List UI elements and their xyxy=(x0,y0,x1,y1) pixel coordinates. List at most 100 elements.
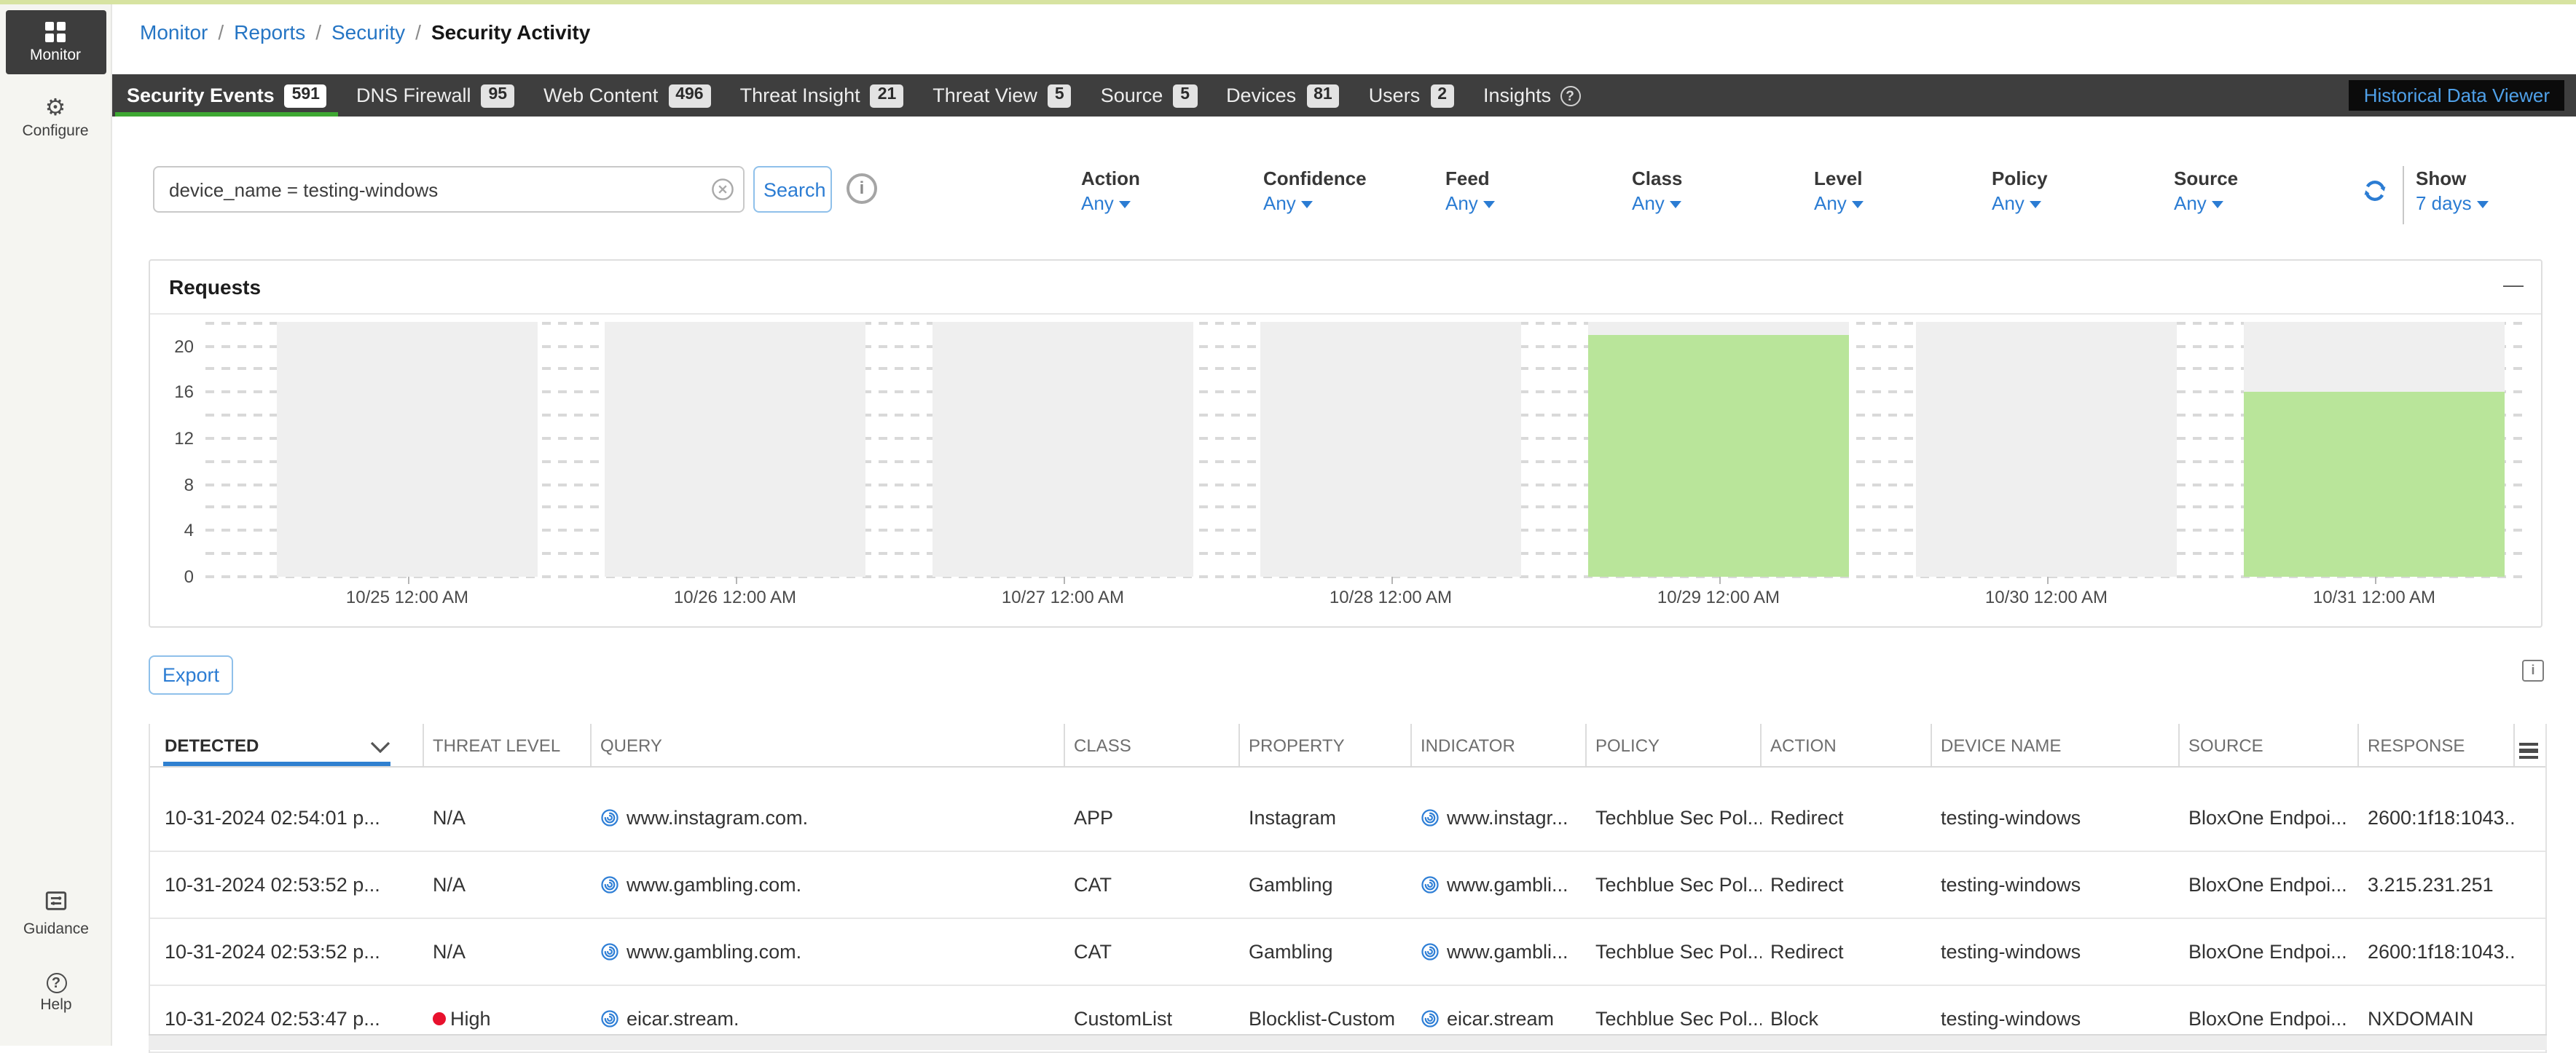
cell-indicator: eicar.stream xyxy=(1412,1008,1587,1030)
help-icon: ? xyxy=(1560,85,1580,106)
indicator-lookup-icon[interactable] xyxy=(600,875,619,894)
tab-web-content[interactable]: Web Content 496 xyxy=(529,74,726,117)
cell-property: Instagram xyxy=(1240,807,1412,829)
column-header-device_name[interactable]: DEVICE NAME xyxy=(1932,724,2180,766)
filter-dropdown-confidence[interactable]: Confidence Any xyxy=(1263,167,1367,214)
sidebar-item-label: Guidance xyxy=(6,920,106,938)
chart-bar[interactable] xyxy=(2244,392,2505,577)
historical-data-viewer-button[interactable]: Historical Data Viewer xyxy=(2349,80,2564,111)
column-settings-button[interactable] xyxy=(2515,724,2545,766)
table-row[interactable]: 10-31-2024 02:54:01 p...N/Awww.instagram… xyxy=(150,785,2545,852)
sorted-column-underline xyxy=(163,762,390,766)
column-header-threat_level[interactable]: THREAT LEVEL xyxy=(424,724,592,766)
tab-dns-firewall[interactable]: DNS Firewall 95 xyxy=(342,74,529,117)
cell-threat_level: N/A xyxy=(424,807,592,829)
filter-dropdown-source[interactable]: Source Any xyxy=(2174,167,2238,214)
indicator-lookup-icon[interactable] xyxy=(600,808,619,827)
column-header-detected[interactable]: DETECTED xyxy=(150,724,424,766)
chart-y-label: 16 xyxy=(153,382,194,402)
chart-bar[interactable] xyxy=(1588,334,1849,577)
breadcrumb-link-reports[interactable]: Reports xyxy=(234,20,305,44)
indicator-lookup-icon[interactable] xyxy=(1421,875,1440,894)
search-info-icon[interactable]: i xyxy=(847,173,877,204)
chart-y-label: 0 xyxy=(153,567,194,587)
indicator-lookup-icon[interactable] xyxy=(1421,808,1440,827)
cell-query: www.gambling.com. xyxy=(592,941,1065,963)
indicator-lookup-icon[interactable] xyxy=(1421,942,1440,961)
table-row[interactable]: 10-31-2024 02:53:52 p...N/Awww.gambling.… xyxy=(150,919,2545,986)
chart-x-label: 10/28 12:00 AM xyxy=(1227,587,1555,607)
indicator-lookup-icon[interactable] xyxy=(1421,1009,1440,1028)
tab-insights[interactable]: Insights ? xyxy=(1469,74,1595,117)
chart-y-label: 12 xyxy=(153,428,194,449)
collapse-panel-icon[interactable]: — xyxy=(2503,272,2524,296)
chart-x-label: 10/31 12:00 AM xyxy=(2210,587,2538,607)
sidebar-item-help[interactable]: ? Help xyxy=(6,973,106,1014)
filter-dropdown-action[interactable]: Action Any xyxy=(1081,167,1140,214)
breadcrumb: Monitor/Reports/Security/Security Activi… xyxy=(140,20,590,44)
sidebar-item-label: Configure xyxy=(5,122,106,140)
chart-x-tick xyxy=(735,577,737,584)
column-header-action[interactable]: ACTION xyxy=(1762,724,1932,766)
security-activity-page: Monitor ⚙ Configure Guidance ? Help Moni… xyxy=(0,0,2576,1046)
cell-property: Blocklist-Custom xyxy=(1240,1008,1412,1030)
table-row[interactable]: 10-31-2024 02:53:52 p...N/Awww.gambling.… xyxy=(150,852,2545,919)
sidebar-item-monitor[interactable]: Monitor xyxy=(5,10,106,74)
main-content: Monitor/Reports/Security/Security Activi… xyxy=(112,4,2576,1046)
tab-count-badge: 5 xyxy=(1048,84,1072,107)
sidebar-item-configure[interactable]: ⚙ Configure xyxy=(5,89,106,146)
column-header-response[interactable]: RESPONSE xyxy=(2359,724,2515,766)
search-input[interactable] xyxy=(153,166,745,213)
indicator-lookup-icon[interactable] xyxy=(600,942,619,961)
show-range-dropdown[interactable]: Show 7 days xyxy=(2416,167,2489,214)
filter-dropdown-feed[interactable]: Feed Any xyxy=(1445,167,1496,214)
breadcrumb-separator: / xyxy=(405,20,431,44)
cell-action: Block xyxy=(1762,1008,1932,1030)
breadcrumb-link-security[interactable]: Security xyxy=(331,20,405,44)
sort-chevron-down-icon[interactable] xyxy=(370,737,390,757)
chart-day-band xyxy=(1916,322,2177,577)
column-header-policy[interactable]: POLICY xyxy=(1587,724,1762,766)
filter-dropdown-policy[interactable]: Policy Any xyxy=(1992,167,2048,214)
column-header-source[interactable]: SOURCE xyxy=(2180,724,2359,766)
tab-security-events[interactable]: Security Events 591 xyxy=(112,74,342,117)
breadcrumb-link-monitor[interactable]: Monitor xyxy=(140,20,208,44)
chevron-down-icon xyxy=(2030,201,2042,208)
cell-response: NXDOMAIN xyxy=(2359,1008,2515,1030)
tab-devices[interactable]: Devices 81 xyxy=(1212,74,1354,117)
column-header-indicator[interactable]: INDICATOR xyxy=(1412,724,1587,766)
tab-bar: Security Events 591 DNS Firewall 95 Web … xyxy=(112,74,2576,117)
tab-threat-view[interactable]: Threat View 5 xyxy=(918,74,1085,117)
cell-policy: Techblue Sec Pol... xyxy=(1587,941,1762,963)
cell-action: Redirect xyxy=(1762,874,1932,896)
cell-source: BloxOne Endpoi... xyxy=(2180,807,2359,829)
filter-bar: Search i Action Any Confidence Any Feed … xyxy=(112,157,2576,239)
filter-dropdown-level[interactable]: Level Any xyxy=(1814,167,1864,214)
clear-search-icon[interactable] xyxy=(711,178,734,201)
cell-device_name: testing-windows xyxy=(1932,1008,2180,1030)
tab-count-badge: 81 xyxy=(1306,84,1340,107)
tab-source[interactable]: Source 5 xyxy=(1086,74,1212,117)
tab-users[interactable]: Users 2 xyxy=(1354,74,1469,117)
export-button[interactable]: Export xyxy=(149,655,233,695)
column-header-property[interactable]: PROPERTY xyxy=(1240,724,1412,766)
filter-dropdown-class[interactable]: Class Any xyxy=(1632,167,1682,214)
tab-threat-insight[interactable]: Threat Insight 21 xyxy=(726,74,919,117)
breadcrumb-separator: / xyxy=(208,20,234,44)
cell-threat_level: N/A xyxy=(424,874,592,896)
column-header-class[interactable]: CLASS xyxy=(1065,724,1240,766)
indicator-lookup-icon[interactable] xyxy=(600,1009,619,1028)
chart-y-label: 20 xyxy=(153,336,194,356)
search-button[interactable]: Search xyxy=(753,166,832,213)
column-header-query[interactable]: QUERY xyxy=(592,724,1065,766)
requests-bar-chart: 10/25 12:00 AM10/26 12:00 AM10/27 12:00 … xyxy=(150,315,2541,626)
cell-property: Gambling xyxy=(1240,874,1412,896)
chart-x-tick xyxy=(1391,577,1392,584)
chart-day-band xyxy=(605,322,865,577)
sidebar-item-label: Monitor xyxy=(5,47,106,64)
chevron-down-icon xyxy=(1302,201,1313,208)
sidebar-item-guidance[interactable]: Guidance xyxy=(6,888,106,938)
refresh-icon[interactable] xyxy=(2360,176,2390,205)
cell-class: CAT xyxy=(1065,941,1240,963)
table-info-icon[interactable]: i xyxy=(2522,660,2544,682)
